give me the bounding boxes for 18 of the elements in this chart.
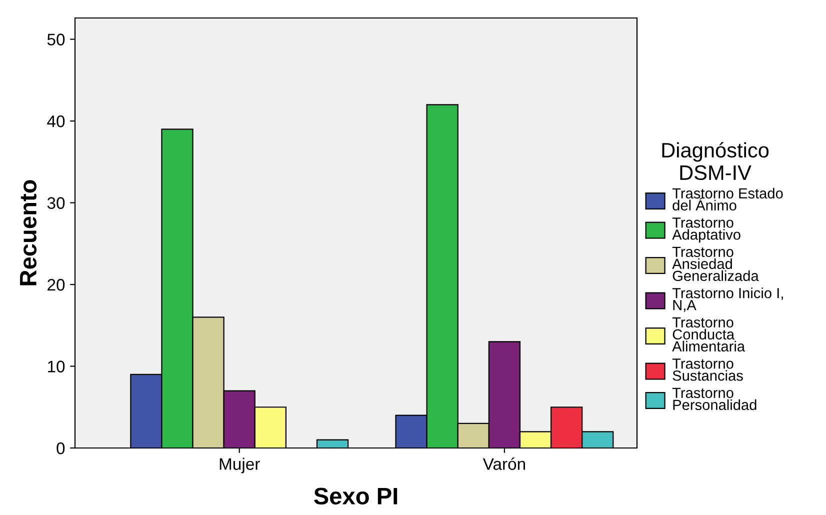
y-tick-label: 0 bbox=[56, 442, 65, 454]
x-axis-title: Sexo PI bbox=[314, 488, 398, 504]
legend-label: Trastorno Personalidad bbox=[672, 388, 756, 410]
x-tick-label: Varón bbox=[482, 458, 525, 470]
x-tick-label: Mujer bbox=[220, 458, 260, 474]
legend-label: Trastorno Inicio I, N,A bbox=[672, 288, 783, 312]
y-tick-label: 40 bbox=[47, 115, 65, 128]
y-tick-label: 50 bbox=[47, 34, 65, 46]
legend-label: Trastorno Ansiedad Generalizada bbox=[672, 246, 759, 282]
y-tick-label: 30 bbox=[47, 197, 65, 209]
legend-label: Trastorno Adaptativo bbox=[672, 218, 740, 243]
y-axis-title: Recuento bbox=[20, 180, 37, 286]
legend-label: Trastorno Conducta Alimentaria bbox=[672, 317, 746, 352]
y-tick-label: 10 bbox=[48, 360, 65, 372]
legend-label: Trastorno Sustancias bbox=[672, 358, 743, 381]
legend-label: Trastorno Estado del Ánimo bbox=[672, 188, 783, 211]
y-tick-label: 20 bbox=[48, 278, 65, 291]
legend-title: Diagnóstico DSM-IV bbox=[662, 142, 769, 180]
